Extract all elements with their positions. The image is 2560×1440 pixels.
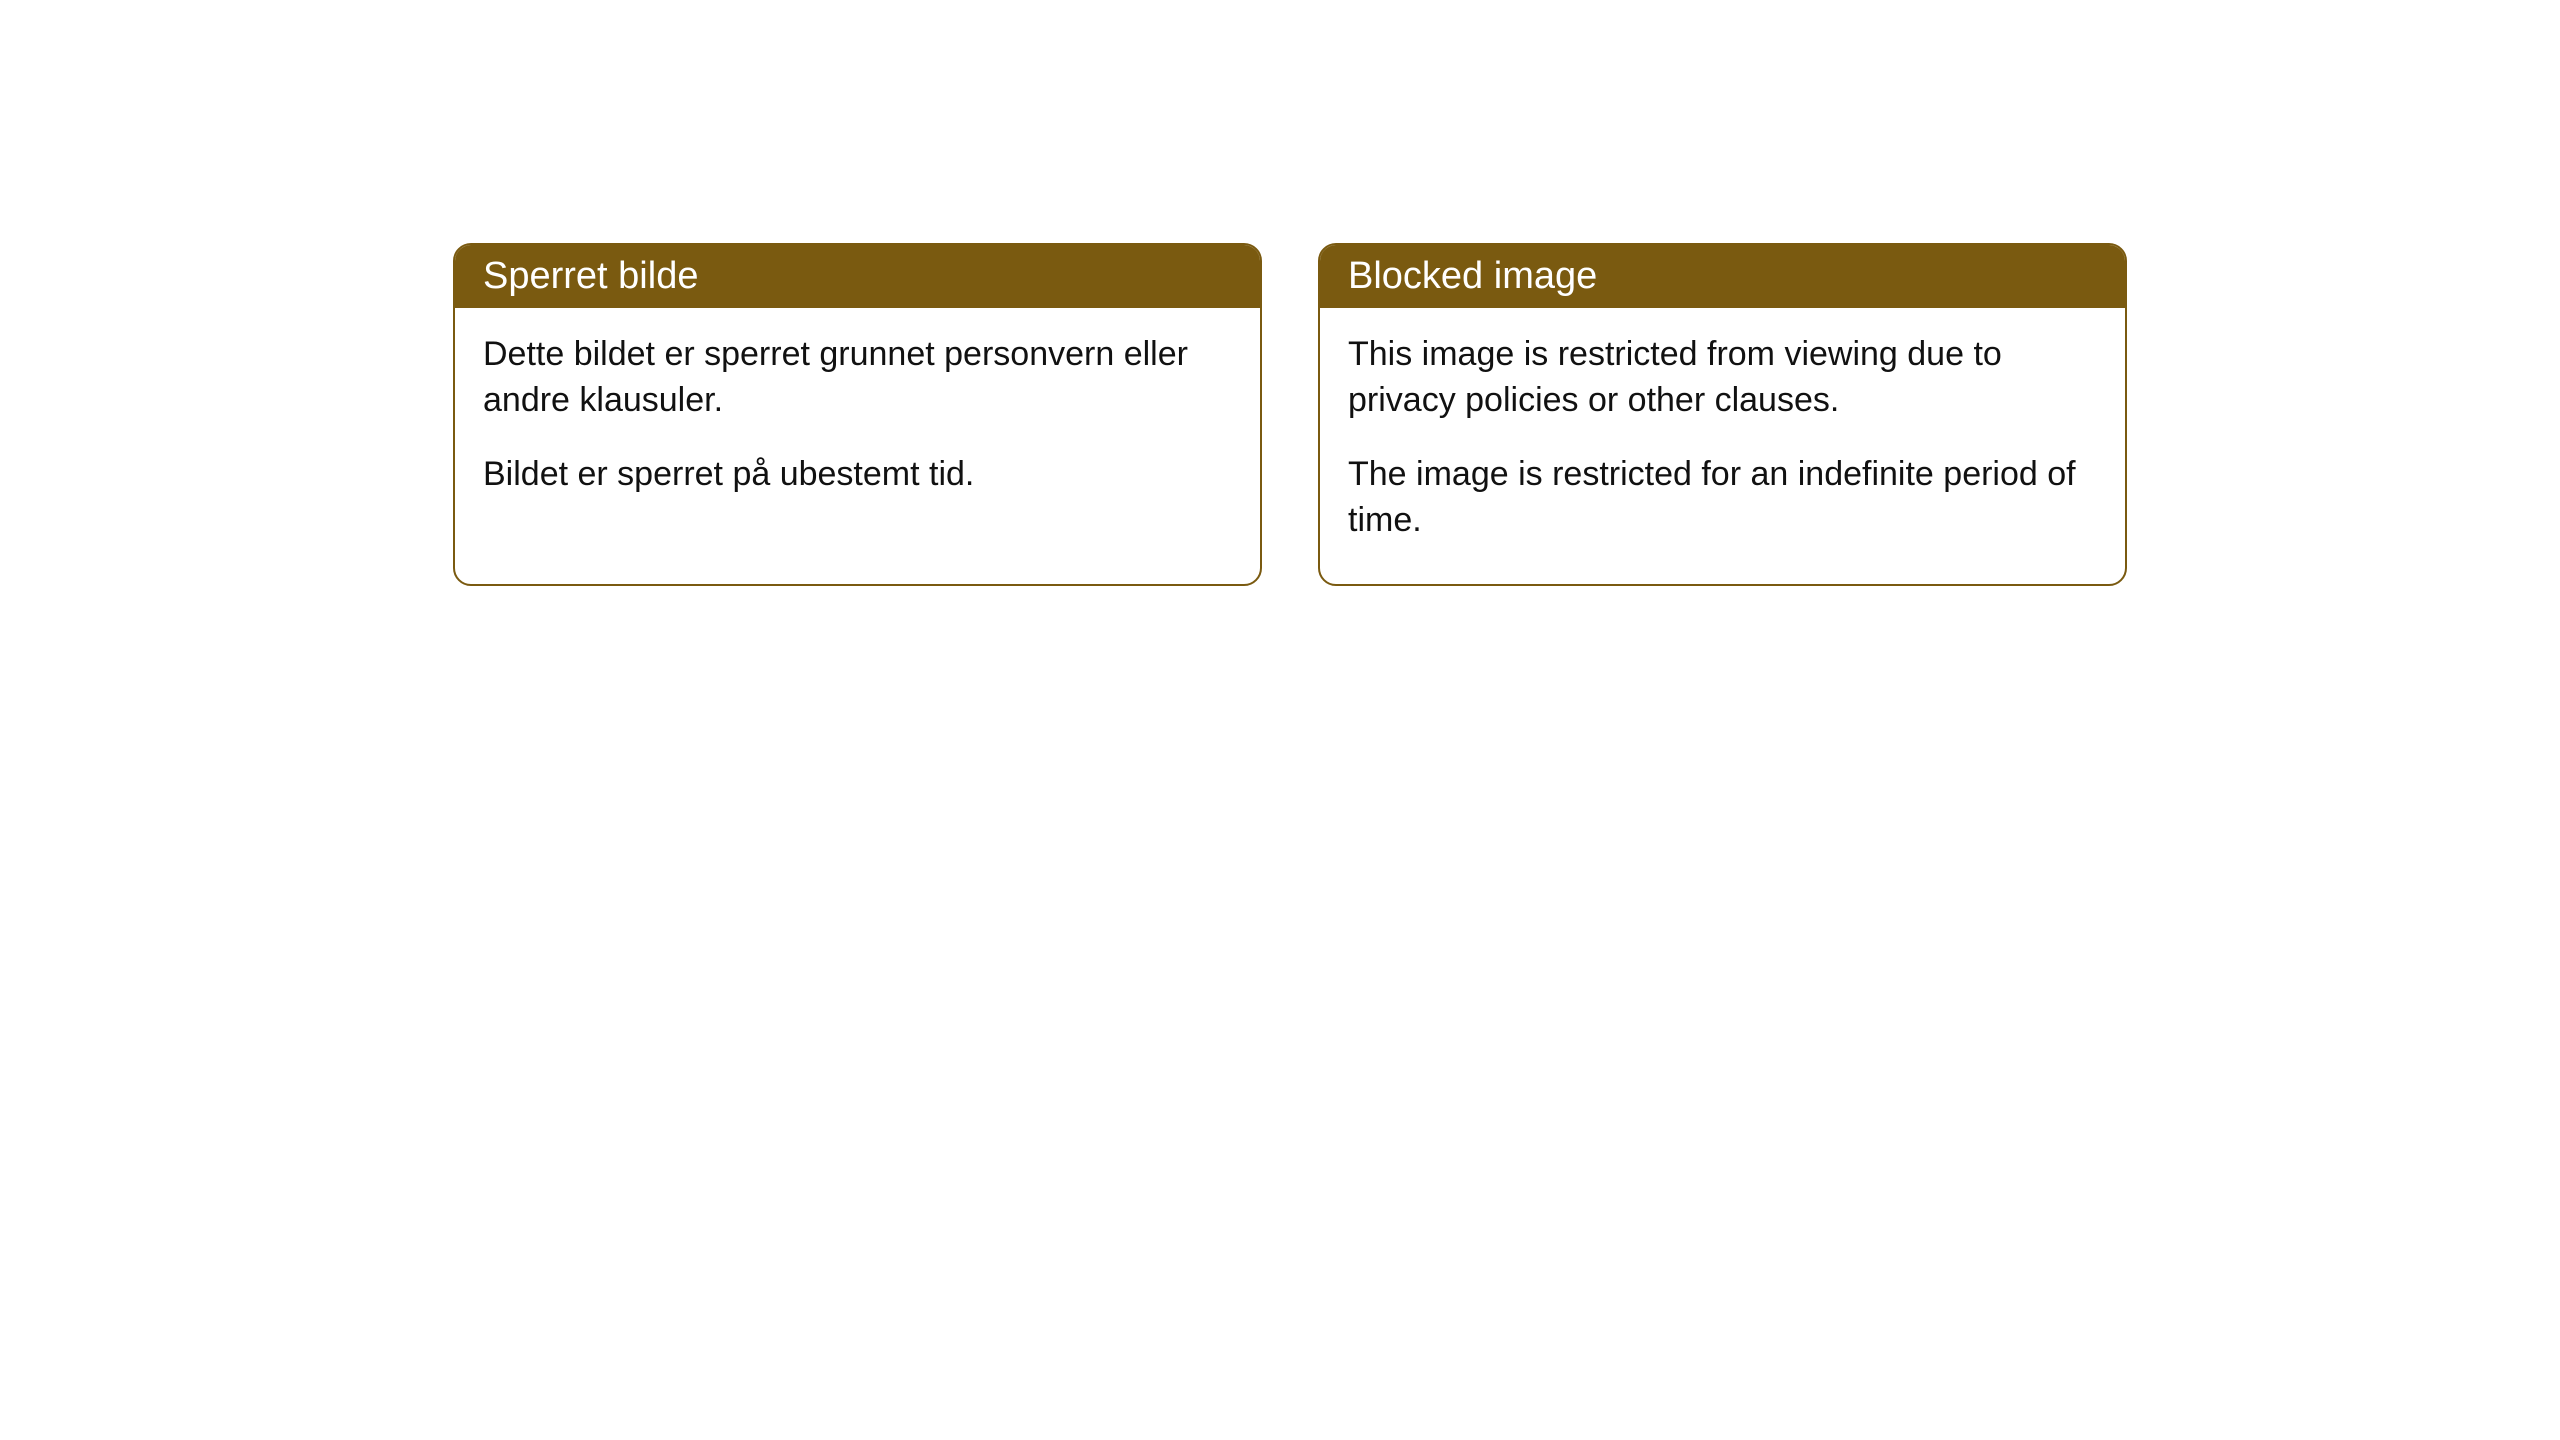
cards-container: Sperret bilde Dette bildet er sperret gr… xyxy=(453,243,2127,586)
card-paragraph: Dette bildet er sperret grunnet personve… xyxy=(483,332,1232,424)
blocked-image-card-english: Blocked image This image is restricted f… xyxy=(1318,243,2127,586)
card-header-english: Blocked image xyxy=(1320,245,2125,308)
card-body-norwegian: Dette bildet er sperret grunnet personve… xyxy=(455,308,1260,538)
card-title: Sperret bilde xyxy=(483,255,698,297)
card-title: Blocked image xyxy=(1348,255,1597,297)
card-paragraph: The image is restricted for an indefinit… xyxy=(1348,452,2097,544)
card-body-english: This image is restricted from viewing du… xyxy=(1320,308,2125,584)
card-paragraph: Bildet er sperret på ubestemt tid. xyxy=(483,452,1232,498)
blocked-image-card-norwegian: Sperret bilde Dette bildet er sperret gr… xyxy=(453,243,1262,586)
card-paragraph: This image is restricted from viewing du… xyxy=(1348,332,2097,424)
card-header-norwegian: Sperret bilde xyxy=(455,245,1260,308)
